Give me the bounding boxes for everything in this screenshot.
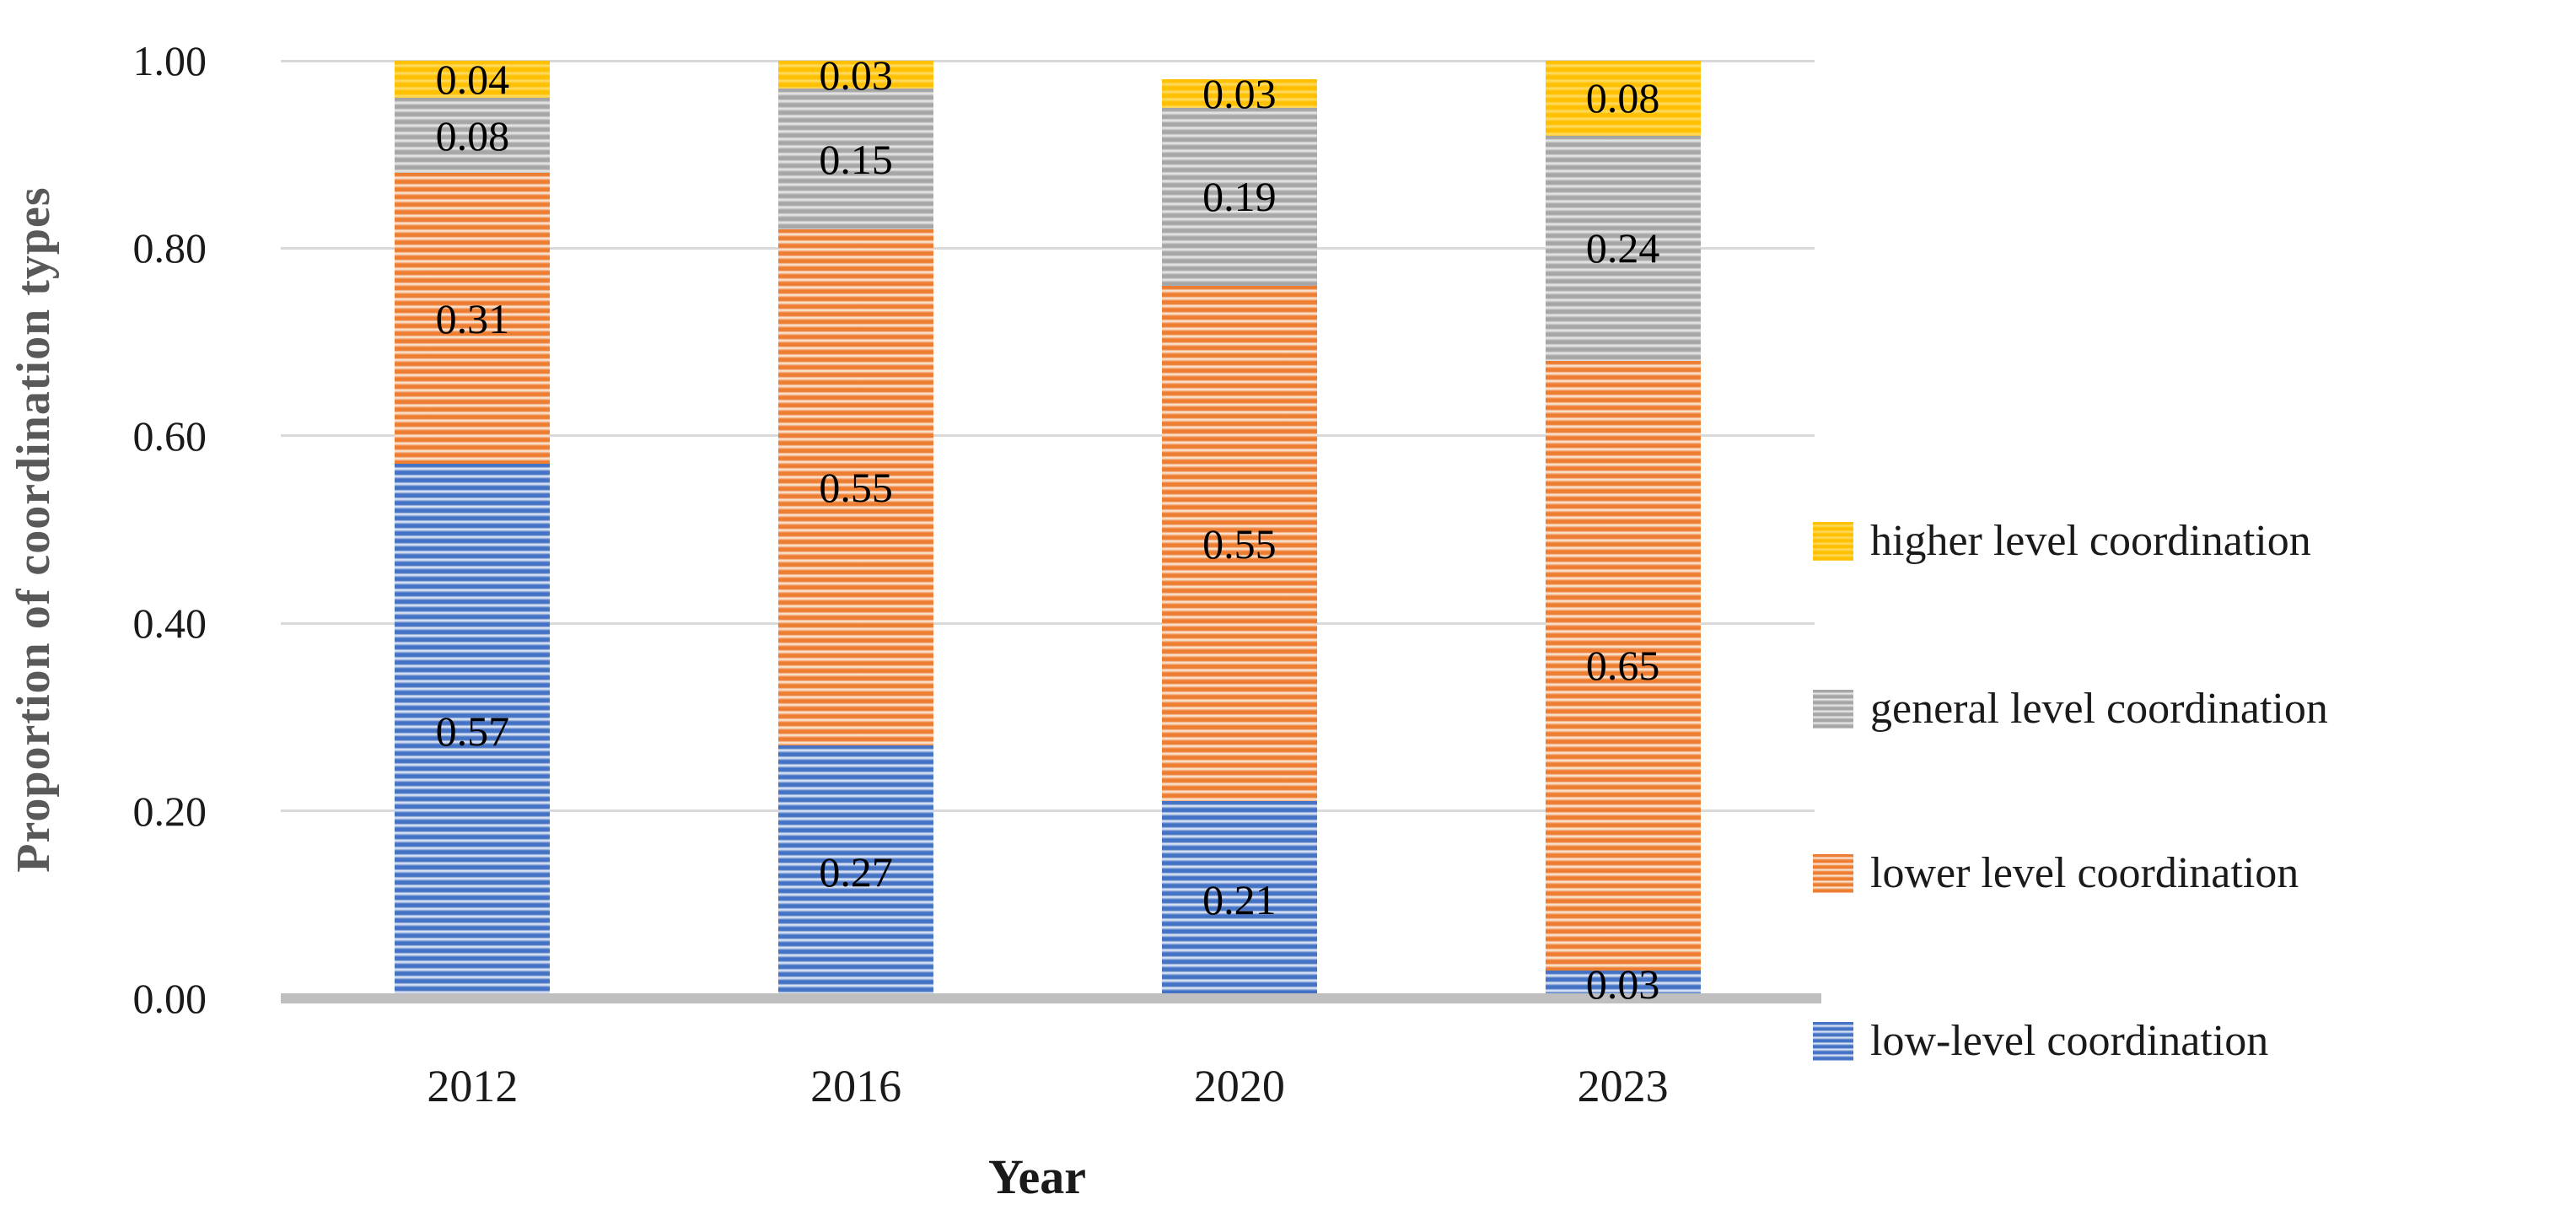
x-axis-line [281, 993, 1821, 1003]
bar-value-label: 0.19 [1202, 173, 1277, 221]
bar-value-label: 0.65 [1585, 642, 1660, 690]
bar-value-label: 0.04 [435, 56, 510, 104]
gridline [281, 434, 1815, 438]
x-category-label-2023: 2023 [1577, 1061, 1669, 1111]
gridline [281, 621, 1815, 625]
bar-value-label: 0.08 [435, 111, 510, 159]
bar-value-label: 0.55 [1202, 519, 1277, 567]
bar-segment-general-level-coordination-2020 [1161, 107, 1317, 286]
bar-value-label: 0.27 [819, 847, 893, 896]
bar-segment-low-level-coordination-2016 [778, 745, 934, 998]
bar-segment-general-level-coordination-2023 [1545, 135, 1701, 361]
x-axis-title: Year [988, 1149, 1086, 1204]
y-tick-label: 0.80 [132, 224, 207, 272]
y-tick-label: 0.00 [132, 975, 207, 1022]
bar-segment-higher-level-coordination-2016 [778, 61, 934, 89]
x-category-label-2012: 2012 [427, 1061, 519, 1111]
bar-segment-general-level-coordination-2012 [395, 98, 551, 174]
bar-value-label: 0.03 [1585, 960, 1660, 1009]
bar-segment-lower-level-coordination-2020 [1161, 285, 1317, 802]
bar-value-label: 0.55 [819, 463, 893, 511]
bar-segment-higher-level-coordination-2020 [1161, 79, 1317, 108]
bar-value-label: 0.03 [1202, 69, 1277, 117]
y-tick-label: 0.60 [132, 411, 207, 460]
bar-segment-higher-level-coordination-2023 [1545, 61, 1701, 136]
bar-value-label: 0.24 [1585, 224, 1660, 272]
bar-value-label: 0.21 [1202, 876, 1277, 924]
bar-segment-higher-level-coordination-2012 [395, 61, 551, 99]
bar-value-label: 0.57 [435, 707, 510, 756]
bar-value-label: 0.15 [819, 135, 893, 183]
bar-segment-lower-level-coordination-2023 [1545, 360, 1701, 971]
bar-segment-lower-level-coordination-2016 [778, 229, 934, 745]
y-tick-label: 0.40 [132, 600, 207, 648]
bar-segment-general-level-coordination-2016 [778, 89, 934, 230]
y-tick-label: 1.00 [132, 37, 207, 84]
gridline [281, 59, 1815, 62]
gridline [281, 246, 1815, 250]
bar-value-label: 0.08 [1585, 74, 1660, 122]
gridline [281, 810, 1815, 813]
bar-segment-low-level-coordination-2012 [395, 464, 551, 998]
x-category-label-2020: 2020 [1193, 1061, 1285, 1111]
y-tick-label: 0.20 [132, 787, 207, 835]
x-category-label-2016: 2016 [810, 1061, 902, 1111]
bar-value-label: 0.31 [435, 294, 510, 342]
bar-segment-lower-level-coordination-2012 [395, 173, 551, 465]
bar-value-label: 0.03 [819, 51, 893, 99]
bar-segment-low-level-coordination-2020 [1161, 801, 1317, 998]
